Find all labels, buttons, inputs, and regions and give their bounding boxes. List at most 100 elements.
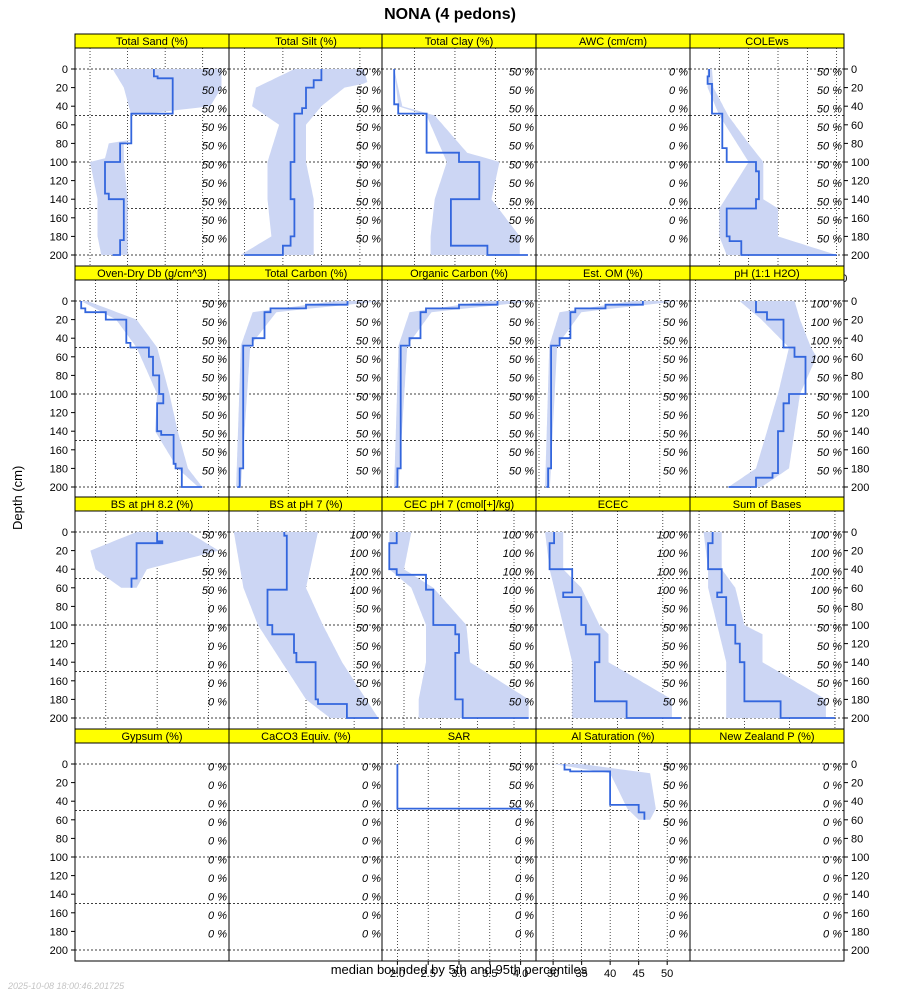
panel-strip-label: Gypsum (%) bbox=[121, 731, 182, 743]
percent-label: 100 % bbox=[503, 548, 534, 560]
y-tick-label: 160 bbox=[851, 445, 869, 457]
percent-label: 0 % bbox=[515, 854, 534, 866]
y-tick-label: 140 bbox=[50, 657, 68, 669]
median-line bbox=[80, 301, 203, 488]
percent-label: 0 % bbox=[823, 910, 842, 922]
percent-label: 0 % bbox=[208, 799, 227, 811]
percent-label: 100 % bbox=[503, 529, 534, 541]
percent-label: 0 % bbox=[669, 215, 688, 227]
percent-label: 0 % bbox=[823, 817, 842, 829]
percent-label: 50 % bbox=[817, 66, 842, 78]
percent-label: 50 % bbox=[202, 141, 227, 153]
median-line bbox=[266, 532, 379, 719]
y-tick-label: 180 bbox=[851, 463, 869, 475]
y-tick-label: 40 bbox=[56, 333, 68, 345]
percent-label: 50 % bbox=[817, 391, 842, 403]
x-tick-label: 40 bbox=[604, 968, 616, 980]
percent-label: 50 % bbox=[509, 799, 534, 811]
percent-label: 100 % bbox=[350, 567, 381, 579]
y-tick-label: 120 bbox=[851, 871, 869, 883]
y-tick-label: 20 bbox=[56, 315, 68, 327]
median-line bbox=[563, 764, 646, 820]
panel-2: Total Silt (%) 50 % 50 % 50 % 50 % 50 % 50 % 50… bbox=[228, 33, 384, 285]
percentile-band bbox=[394, 301, 536, 487]
percent-label: 50 % bbox=[663, 391, 688, 403]
percent-label: 50 % bbox=[663, 622, 688, 634]
panel-6: Oven-Dry Db (g/cm^3) 50 % 50 % 50 % 50 % 50 %… bbox=[50, 265, 230, 517]
percent-label: 0 % bbox=[823, 836, 842, 848]
y-tick-label: 40 bbox=[851, 796, 863, 808]
y-tick-label: 120 bbox=[50, 639, 68, 651]
x-tick-label: 2.0 bbox=[390, 968, 405, 980]
percent-label: 50 % bbox=[356, 122, 381, 134]
percent-label: 50 % bbox=[663, 373, 688, 385]
percent-label: 50 % bbox=[202, 429, 227, 441]
percent-label: 100 % bbox=[811, 336, 842, 348]
median-line bbox=[104, 69, 174, 256]
panel-strip-label: AWC (cm/cm) bbox=[579, 36, 647, 48]
y-tick-label: 100 bbox=[851, 852, 869, 864]
y-tick-label: 180 bbox=[50, 694, 68, 706]
x-tick-label: 2.5 bbox=[421, 968, 436, 980]
percent-label: 50 % bbox=[509, 336, 534, 348]
percent-label: 50 % bbox=[202, 85, 227, 97]
y-tick-label: 140 bbox=[50, 194, 68, 206]
x-tick-label: 4.0 bbox=[513, 968, 528, 980]
panel-10: pH (1:1 H2O) 100 % 100 % 100 % 100 % 50 % 50 %… bbox=[688, 265, 869, 517]
percent-label: 50 % bbox=[356, 429, 381, 441]
panel-15: Sum of Bases 100 % 100 % 100 % 100 % 50 % 50 %… bbox=[689, 496, 869, 748]
percent-label: 0 % bbox=[669, 854, 688, 866]
percent-label: 0 % bbox=[208, 761, 227, 773]
percent-label: 0 % bbox=[669, 141, 688, 153]
y-tick-label: 180 bbox=[851, 231, 869, 243]
y-tick-label: 100 bbox=[851, 389, 869, 401]
percent-label: 50 % bbox=[663, 697, 688, 709]
y-tick-label: 160 bbox=[50, 445, 68, 457]
percent-label: 0 % bbox=[823, 761, 842, 773]
chart-title: NONA (4 pedons) bbox=[384, 6, 516, 23]
percent-label: 50 % bbox=[356, 373, 381, 385]
percent-label: 50 % bbox=[663, 641, 688, 653]
median-line bbox=[130, 532, 164, 588]
percent-label: 0 % bbox=[362, 929, 381, 941]
panel-plot-area bbox=[75, 280, 229, 498]
percent-label: 50 % bbox=[509, 373, 534, 385]
panel-strip-label: CaCO3 Equiv. (%) bbox=[261, 731, 351, 743]
percent-label: 50 % bbox=[202, 234, 227, 246]
percent-label: 50 % bbox=[202, 122, 227, 134]
y-tick-label: 160 bbox=[851, 676, 869, 688]
percent-label: 50 % bbox=[663, 429, 688, 441]
percent-label: 50 % bbox=[356, 466, 381, 478]
percent-label: 50 % bbox=[202, 215, 227, 227]
percent-label: 50 % bbox=[509, 391, 534, 403]
percent-label: 0 % bbox=[362, 761, 381, 773]
percent-label: 0 % bbox=[669, 929, 688, 941]
percent-label: 100 % bbox=[811, 298, 842, 310]
percent-label: 50 % bbox=[202, 529, 227, 541]
y-tick-label: 100 bbox=[851, 620, 869, 632]
percent-label: 50 % bbox=[202, 197, 227, 209]
y-tick-label: 40 bbox=[56, 101, 68, 113]
percent-label: 100 % bbox=[811, 585, 842, 597]
y-tick-label: 180 bbox=[50, 926, 68, 938]
y-tick-label: 100 bbox=[50, 389, 68, 401]
percent-label: 50 % bbox=[356, 336, 381, 348]
median-line bbox=[548, 532, 681, 719]
panel-strip-label: BS at pH 7 (%) bbox=[269, 499, 342, 511]
y-tick-label: 40 bbox=[851, 333, 863, 345]
y-tick-label: 120 bbox=[50, 408, 68, 420]
y-tick-label: 80 bbox=[56, 138, 68, 150]
y-tick-label: 180 bbox=[851, 926, 869, 938]
percent-label: 50 % bbox=[202, 410, 227, 422]
median-line bbox=[395, 301, 499, 488]
x-tick-label: 50 bbox=[661, 968, 673, 980]
y-tick-label: 40 bbox=[56, 796, 68, 808]
panel-strip-label: Total Clay (%) bbox=[425, 36, 493, 48]
y-tick-label: 20 bbox=[56, 546, 68, 558]
percent-label: 0 % bbox=[208, 836, 227, 848]
y-tick-label: 80 bbox=[851, 833, 863, 845]
percent-label: 0 % bbox=[515, 873, 534, 885]
percent-label: 0 % bbox=[823, 799, 842, 811]
y-tick-label: 200 bbox=[851, 250, 869, 262]
percent-label: 50 % bbox=[356, 85, 381, 97]
